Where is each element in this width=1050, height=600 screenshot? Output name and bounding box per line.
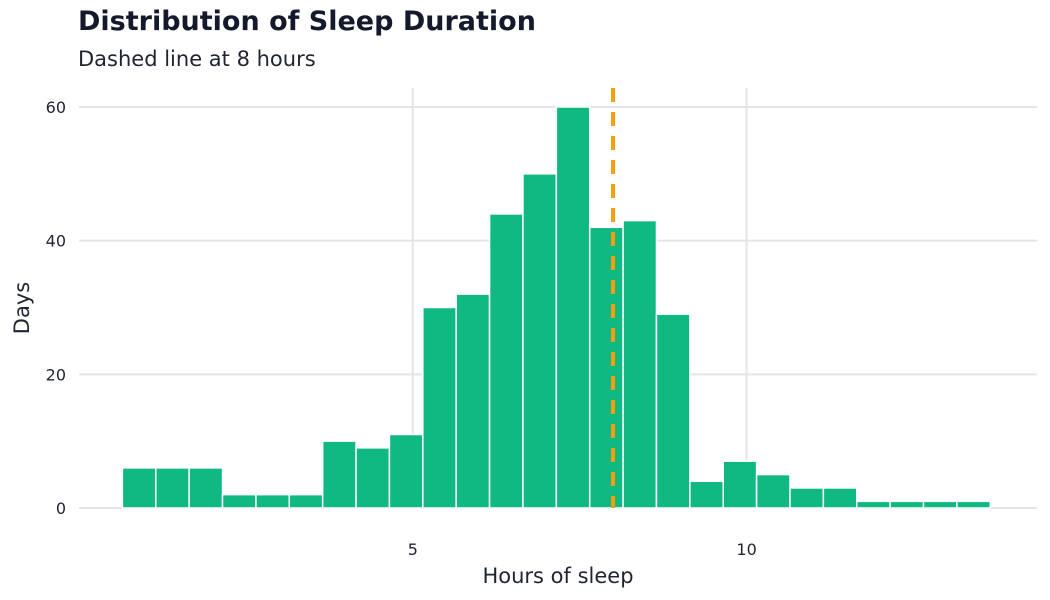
- histogram-bar: [956, 500, 992, 509]
- histogram-bar: [555, 106, 591, 509]
- histogram-bar: [255, 493, 291, 509]
- x-tick-label: 5: [408, 540, 418, 559]
- histogram-bar: [188, 467, 224, 509]
- histogram-bar: [121, 467, 157, 509]
- histogram-bar: [155, 467, 190, 509]
- histogram-bar: [588, 226, 624, 509]
- x-tick-label: 10: [736, 540, 756, 559]
- histogram-bar: [822, 487, 858, 509]
- histogram-bar: [355, 447, 391, 509]
- histogram-bar: [922, 500, 958, 509]
- x-axis-label: Hours of sleep: [482, 564, 633, 588]
- histogram-bar: [488, 213, 524, 509]
- histogram-bar: [855, 500, 891, 509]
- histogram-bar: [388, 433, 424, 509]
- histogram-bar: [755, 473, 791, 509]
- histogram-bar: [522, 173, 558, 509]
- histogram-bar: [455, 293, 491, 509]
- histogram-bar: [622, 219, 658, 509]
- y-tick-label: 20: [46, 365, 66, 384]
- x-axis-ticks: 5 10: [408, 540, 757, 559]
- histogram-bar: [655, 313, 691, 509]
- y-tick-label: 0: [56, 499, 66, 518]
- histogram-bars: [121, 106, 992, 509]
- histogram-bar: [321, 440, 357, 509]
- histogram-bar: [221, 493, 257, 509]
- histogram-bar: [288, 493, 324, 509]
- y-tick-label: 60: [46, 98, 66, 117]
- histogram-bar: [789, 487, 825, 509]
- y-tick-label: 40: [46, 232, 66, 251]
- histogram-bar: [689, 480, 724, 509]
- chart-subtitle: Dashed line at 8 hours: [78, 47, 316, 71]
- y-axis-ticks: 0 20 40 60: [46, 98, 66, 518]
- histogram-bar: [889, 500, 925, 509]
- histogram-bar: [722, 460, 758, 509]
- histogram-bar: [422, 306, 457, 509]
- chart-title: Distribution of Sleep Duration: [78, 6, 536, 37]
- y-axis-label: Days: [10, 282, 34, 334]
